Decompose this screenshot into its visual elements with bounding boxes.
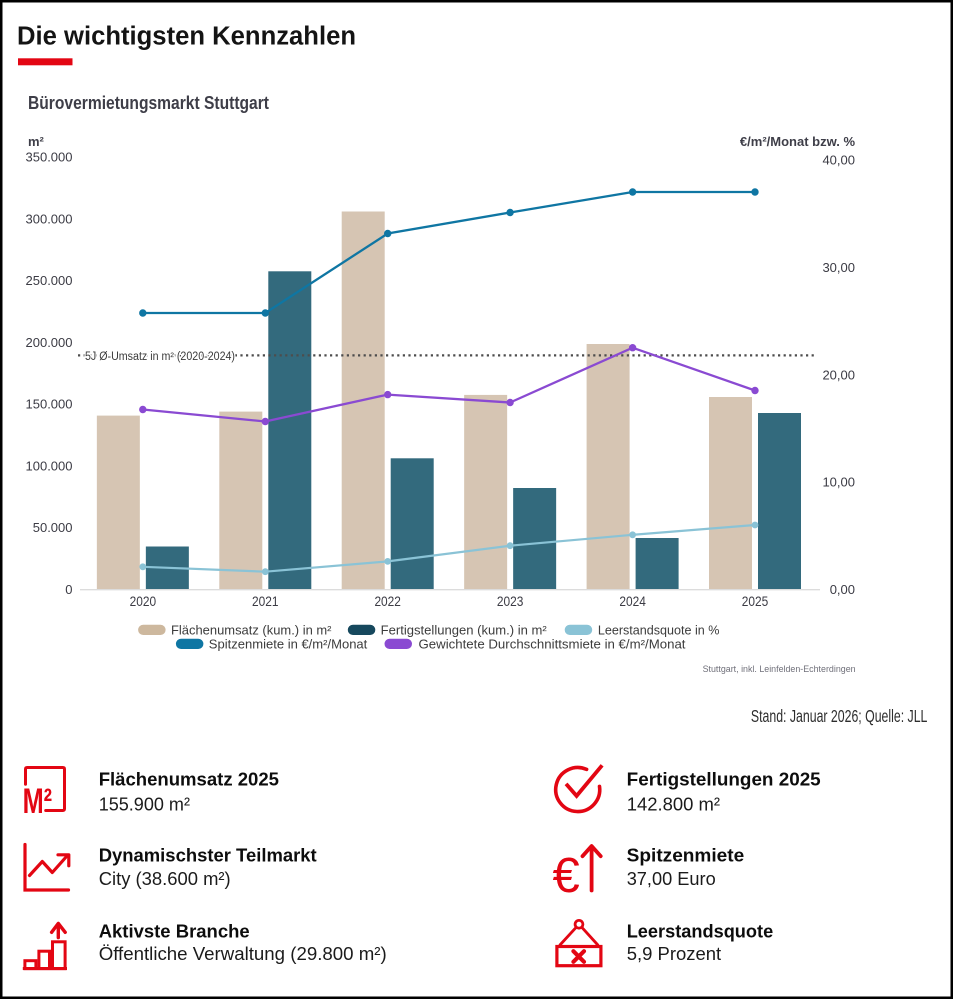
svg-text:Fertigstellungen (kum.) in m²: Fertigstellungen (kum.) in m² [381,622,548,637]
svg-text:30,00: 30,00 [822,260,855,275]
svg-text:250.000: 250.000 [26,273,73,288]
svg-text:2024: 2024 [619,593,646,609]
svg-text:5J Ø-Umsatz in m² (2020-2024): 5J Ø-Umsatz in m² (2020-2024) [85,351,235,363]
svg-text:m²: m² [28,134,45,149]
svg-text:Die wichtigsten Kennzahlen: Die wichtigsten Kennzahlen [17,23,356,51]
svg-text:Aktivste Branche: Aktivste Branche [99,920,250,941]
svg-text:37,00 Euro: 37,00 Euro [627,868,716,889]
svg-text:Gewichtete Durchschnittsmiete: Gewichtete Durchschnittsmiete in €/m²/Mo… [419,636,686,651]
svg-text:2023: 2023 [497,593,524,609]
svg-text:2022: 2022 [374,593,401,609]
svg-text:40,00: 40,00 [822,153,855,168]
svg-text:10,00: 10,00 [822,475,855,490]
svg-text:100.000: 100.000 [26,458,73,473]
svg-text:Stuttgart, inkl. Leinfelden-Ec: Stuttgart, inkl. Leinfelden-Echterdingen [703,664,856,674]
svg-text:2021: 2021 [252,593,279,609]
svg-text:20,00: 20,00 [822,367,855,382]
svg-text:155.900 m²: 155.900 m² [99,793,190,814]
svg-text:City (38.600 m²): City (38.600 m²) [99,868,231,889]
svg-text:Stand: Januar 2026; Quelle: JL: Stand: Januar 2026; Quelle: JLL [751,706,928,726]
svg-text:Dynamischster Teilmarkt: Dynamischster Teilmarkt [99,844,318,865]
svg-text:300.000: 300.000 [26,211,73,226]
svg-text:Leerstandsquote: Leerstandsquote [627,920,774,941]
svg-text:Leerstandsquote in %: Leerstandsquote in % [598,622,720,637]
svg-text:Öffentliche Verwaltung (29.800: Öffentliche Verwaltung (29.800 m²) [99,943,387,964]
svg-text:350.000: 350.000 [26,150,73,165]
svg-text:2025: 2025 [742,593,769,609]
svg-text:Fertigstellungen 2025: Fertigstellungen 2025 [627,769,821,790]
svg-text:Spitzenmiete in €/m²/Monat: Spitzenmiete in €/m²/Monat [209,636,368,651]
svg-text:2020: 2020 [130,593,157,609]
svg-text:150.000: 150.000 [26,397,73,412]
svg-text:M²: M² [23,782,52,821]
svg-text:Bürovermietungsmarkt Stuttgart: Bürovermietungsmarkt Stuttgart [28,93,269,113]
svg-text:200.000: 200.000 [26,335,73,350]
svg-text:€/m²/Monat bzw. %: €/m²/Monat bzw. % [740,134,856,149]
svg-text:0: 0 [65,582,72,597]
svg-text:0,00: 0,00 [830,582,855,597]
svg-text:€: € [553,849,580,903]
svg-text:Flächenumsatz 2025: Flächenumsatz 2025 [99,769,279,790]
svg-text:5,9 Prozent: 5,9 Prozent [627,943,722,964]
svg-text:50.000: 50.000 [33,520,73,535]
svg-text:Flächenumsatz (kum.) in m²: Flächenumsatz (kum.) in m² [171,622,332,637]
svg-text:142.800 m²: 142.800 m² [627,793,720,814]
svg-text:Spitzenmiete: Spitzenmiete [627,844,745,865]
